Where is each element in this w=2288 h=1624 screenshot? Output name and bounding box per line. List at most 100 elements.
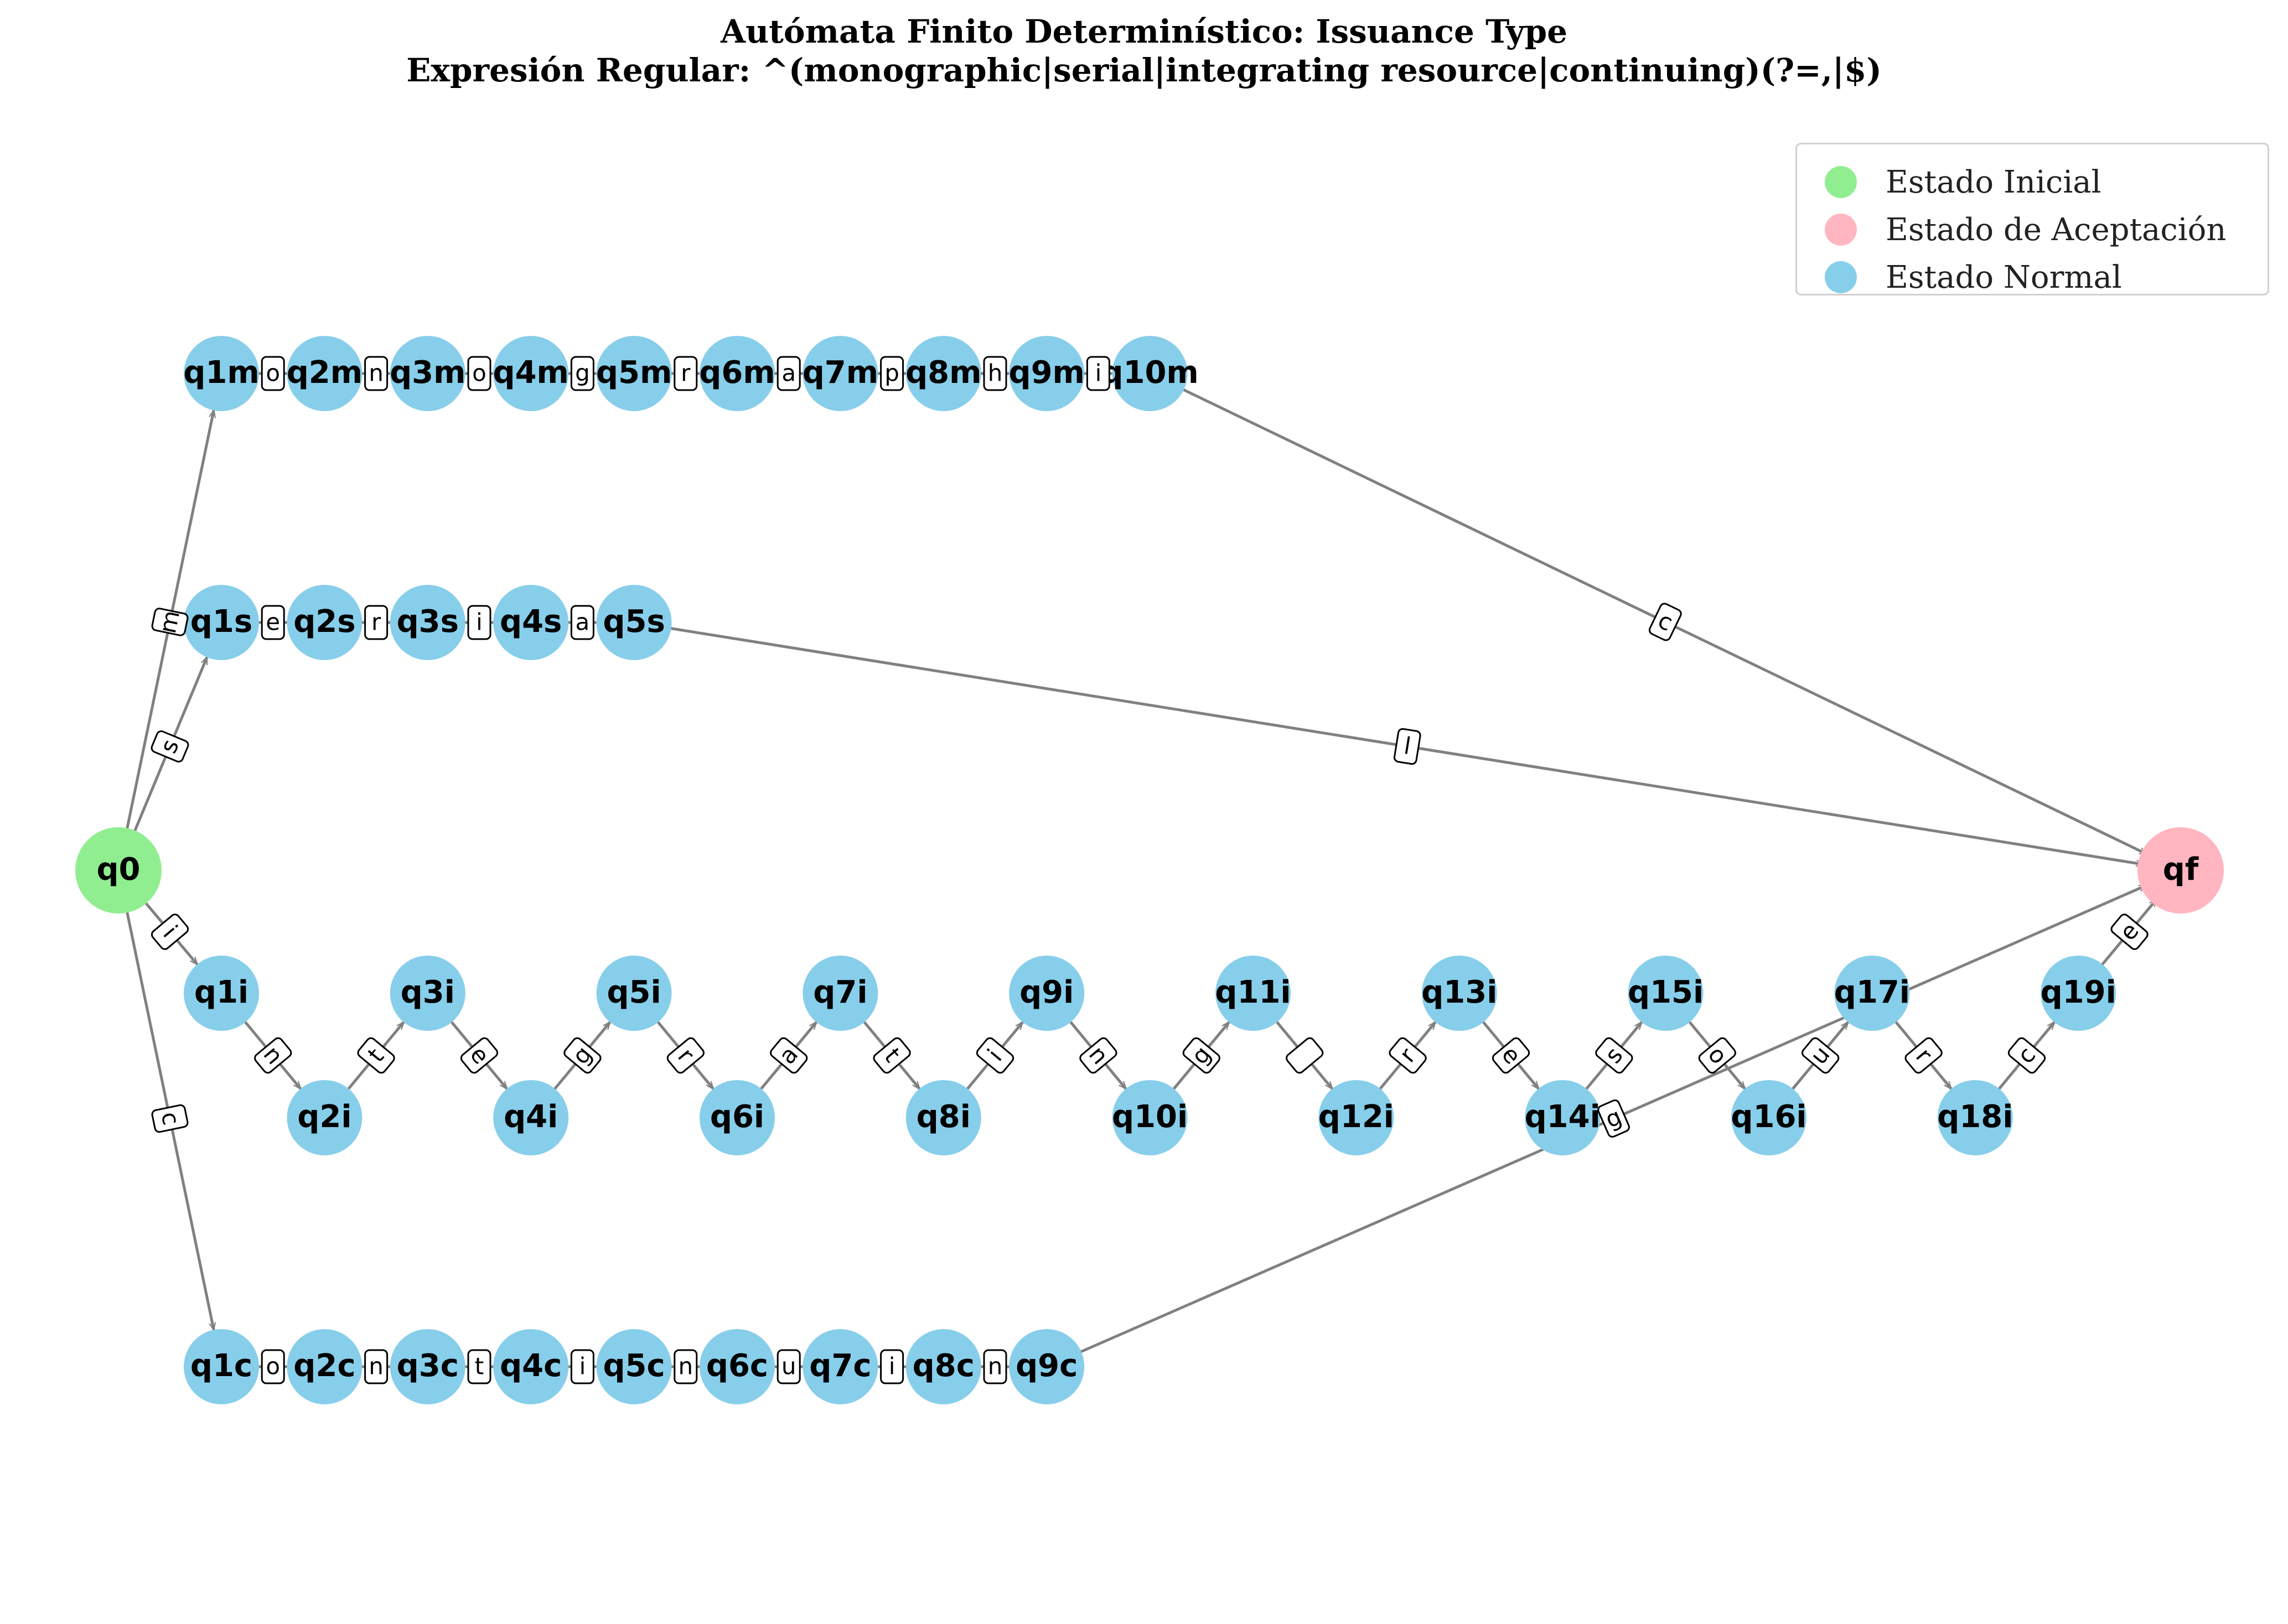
edge-label-box — [570, 1349, 594, 1384]
state-q7c: q7c — [803, 1329, 878, 1404]
edge-label-box — [674, 356, 698, 391]
edge-label-text: e — [266, 609, 280, 636]
state-label: q6i — [710, 1099, 764, 1135]
edge-label-q5m-q6m: r — [674, 356, 698, 391]
state-q9i: q9i — [1009, 956, 1085, 1031]
edge-label-box — [674, 1349, 698, 1384]
state-circle — [184, 336, 259, 411]
state-q14i: q14i — [1525, 1080, 1601, 1155]
state-q5s: q5s — [596, 585, 672, 660]
state-label: q1c — [190, 1348, 252, 1384]
state-circle — [596, 585, 672, 660]
state-q16i: q16i — [1731, 1080, 1807, 1155]
state-q3s: q3s — [390, 585, 465, 660]
state-label: q6c — [706, 1348, 768, 1384]
state-circle — [287, 585, 363, 660]
state-label: q2m — [287, 355, 363, 391]
state-label: q5c — [603, 1348, 665, 1384]
edge-label-box — [983, 356, 1007, 391]
edge-label-text: u — [781, 1353, 796, 1380]
edge-label-text: a — [781, 360, 796, 387]
state-circle — [1421, 956, 1497, 1031]
edge-label-q4c-q5c: i — [570, 1349, 594, 1384]
state-label: q8m — [905, 355, 981, 391]
edge-label-box — [151, 608, 189, 636]
edge-label-q10i-q11i: g — [1182, 1037, 1220, 1074]
state-q5m: q5m — [596, 336, 672, 411]
edge-label-box — [1597, 1099, 1630, 1138]
edge-label-box — [570, 605, 594, 640]
edge-label-box — [983, 1349, 1007, 1384]
state-q7i: q7i — [803, 956, 878, 1031]
state-circle — [700, 1329, 775, 1404]
edge-label-text: p — [884, 360, 899, 387]
state-label: q10m — [1101, 355, 1198, 391]
edge-label-q6c-q7c: u — [777, 1349, 801, 1384]
edge-label-q9m-q10m: i — [1086, 356, 1110, 391]
title-line-1: Autómata Finito Determinístico: Issuance… — [720, 13, 1568, 50]
state-q3m: q3m — [390, 336, 466, 411]
state-q8c: q8c — [905, 1329, 981, 1404]
edge-label-box — [467, 356, 491, 391]
edge-label-q4m-q5m: g — [570, 356, 594, 391]
edge-label-q4s-q5s: a — [570, 605, 594, 640]
edge-label-box — [1079, 1037, 1117, 1074]
state-label: q4m — [493, 355, 568, 391]
state-label: q10i — [1112, 1099, 1188, 1135]
state-label: q5m — [596, 355, 672, 391]
edge-label-box — [2110, 914, 2149, 950]
state-q4c: q4c — [493, 1329, 569, 1404]
edge-label-text: r — [681, 360, 691, 387]
edge-label-box — [357, 1037, 395, 1074]
state-q6c: q6c — [700, 1329, 775, 1404]
state-label: q2i — [297, 1099, 351, 1135]
state-q11i: q11i — [1215, 956, 1291, 1031]
state-circle — [2137, 827, 2224, 914]
edge-label-text: i — [476, 609, 483, 636]
state-label: q13i — [1421, 974, 1497, 1010]
state-circle — [184, 1329, 259, 1404]
edge-label-q7c-q8c: i — [880, 1349, 904, 1384]
state-q4m: q4m — [493, 336, 569, 411]
state-label: q7c — [809, 1348, 871, 1384]
edge-label-text: m — [154, 608, 185, 636]
state-circle — [803, 336, 878, 411]
state-circle — [390, 956, 465, 1031]
state-label: q15i — [1628, 974, 1704, 1010]
edge-q0-q1c — [117, 870, 214, 1330]
state-circle — [493, 585, 569, 660]
state-circle — [75, 827, 162, 914]
state-label: q3m — [390, 355, 465, 391]
state-q10m: q10m — [1101, 336, 1199, 411]
edge-label-box — [770, 1037, 808, 1074]
edge-label-box — [364, 605, 389, 640]
edge-label-q17i-q18i: r — [1904, 1037, 1943, 1074]
state-circle — [1215, 956, 1291, 1031]
edge-label-box — [1595, 1037, 1633, 1074]
state-label: q2s — [293, 604, 355, 640]
state-label: q5s — [603, 604, 665, 640]
edge-label-q8c-q9c: n — [983, 1349, 1007, 1384]
state-q5c: q5c — [596, 1329, 672, 1404]
legend-label: Estado de Aceptación — [1886, 211, 2227, 248]
edge-q0-q1m — [117, 411, 214, 871]
edge-label-box — [563, 1037, 602, 1074]
diagram-title: Autómata Finito Determinístico: Issuance… — [0, 12, 2288, 90]
state-label: q9m — [1008, 355, 1084, 391]
state-circle — [2041, 956, 2116, 1031]
edge-label-box — [1904, 1037, 1943, 1074]
edge-label-q5i-q6i: r — [666, 1037, 705, 1074]
edge-label-q5s-qf: l — [1393, 728, 1421, 765]
state-label: q0 — [96, 852, 140, 888]
state-label: q3s — [397, 604, 459, 640]
state-circle — [493, 336, 569, 411]
legend-swatch-normal — [1825, 261, 1857, 293]
state-circle — [493, 1329, 569, 1404]
edge-label-q7i-q8i: t — [873, 1037, 911, 1074]
state-q3i: q3i — [390, 956, 465, 1031]
state-label: q12i — [1318, 1099, 1394, 1135]
state-circle — [184, 585, 259, 660]
edge-label-box — [1648, 603, 1682, 641]
state-q2c: q2c — [287, 1329, 363, 1404]
edge-label-text: h — [988, 360, 1003, 387]
